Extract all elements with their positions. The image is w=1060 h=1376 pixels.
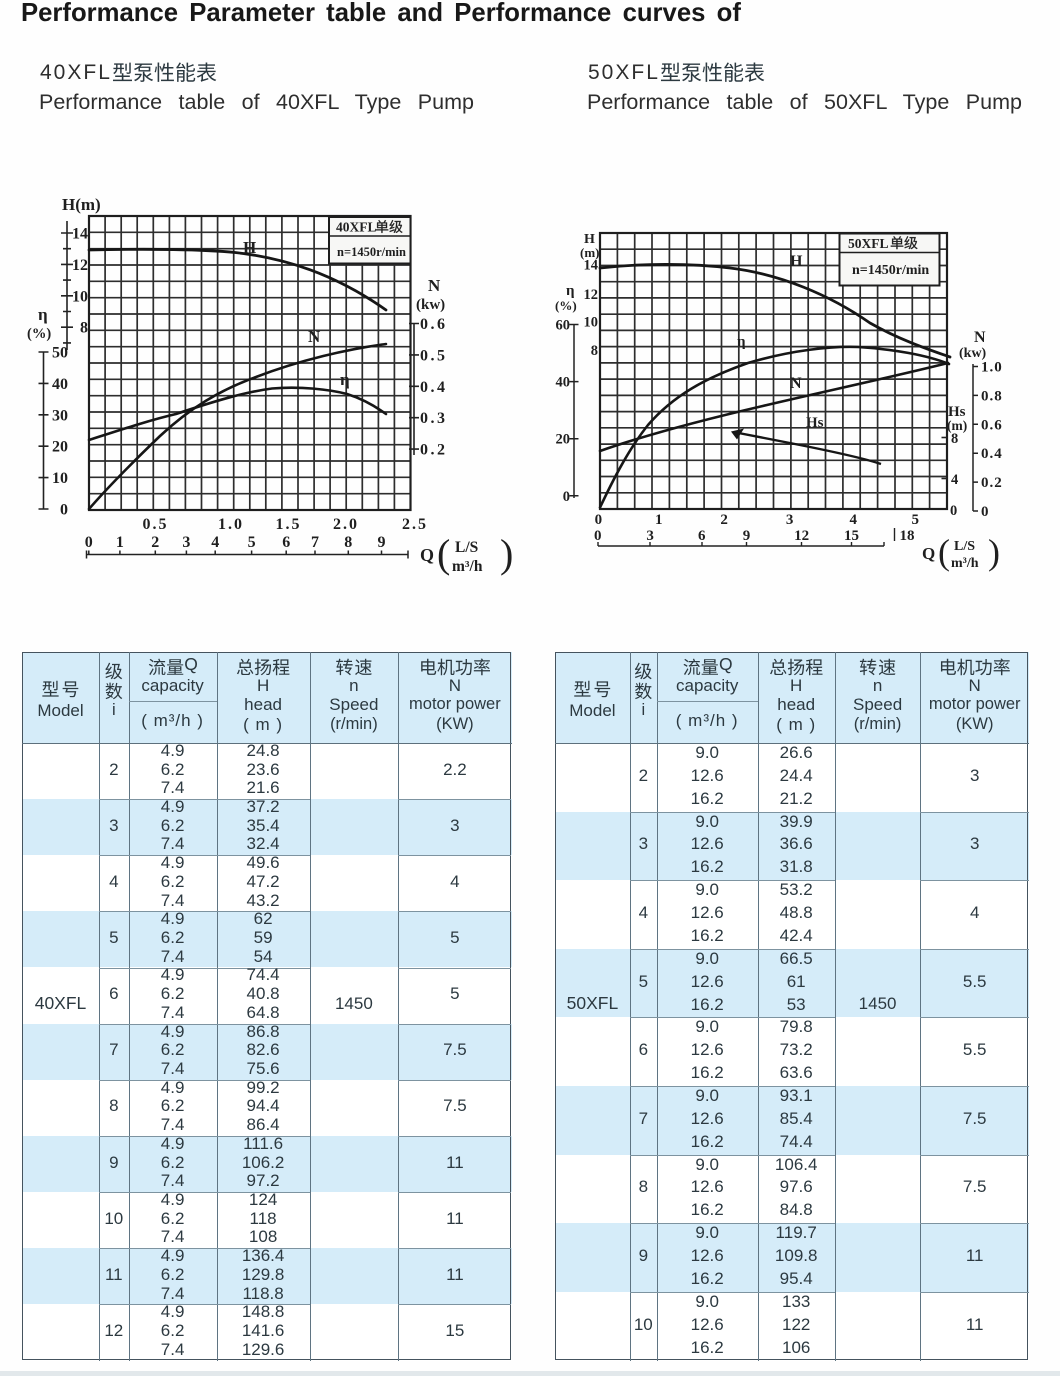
svg-text:50XFL: 50XFL	[848, 236, 889, 251]
svg-text:N: N	[790, 375, 802, 392]
svg-text:0.6: 0.6	[420, 316, 448, 333]
svg-text:6: 6	[282, 534, 290, 551]
svg-text:0.4: 0.4	[420, 379, 448, 396]
svg-text:η: η	[38, 305, 48, 324]
svg-text:N: N	[428, 276, 441, 295]
svg-text:0.6: 0.6	[981, 417, 1003, 433]
svg-text:3: 3	[786, 512, 794, 528]
svg-text:5: 5	[248, 534, 256, 551]
svg-text:H(m): H(m)	[62, 195, 101, 214]
svg-text:0: 0	[595, 512, 603, 528]
svg-text:η: η	[566, 283, 575, 299]
svg-text:4: 4	[850, 512, 858, 528]
svg-text:4: 4	[951, 472, 958, 488]
svg-text:m³/h: m³/h	[951, 556, 979, 571]
svg-text:0.8: 0.8	[981, 388, 1003, 404]
svg-text:9: 9	[378, 534, 386, 551]
svg-text:(m): (m)	[580, 245, 600, 260]
svg-text:η: η	[737, 334, 746, 350]
svg-text:L/S: L/S	[455, 539, 478, 556]
svg-text:N: N	[974, 329, 986, 346]
svg-text:14: 14	[584, 257, 599, 273]
svg-text:7: 7	[311, 534, 319, 551]
svg-text:(kw): (kw)	[959, 346, 987, 361]
svg-text:15: 15	[844, 528, 859, 544]
svg-text:0: 0	[85, 534, 93, 551]
svg-text:0: 0	[950, 503, 957, 519]
svg-text:10: 10	[584, 315, 599, 331]
svg-text:20: 20	[52, 439, 68, 456]
svg-text:0: 0	[594, 528, 602, 544]
svg-text:20: 20	[556, 432, 571, 448]
svg-text:N: N	[308, 327, 321, 346]
svg-text:8: 8	[80, 320, 88, 337]
svg-text:40: 40	[556, 375, 571, 391]
svg-text:2.5: 2.5	[402, 516, 428, 533]
svg-text:50: 50	[52, 345, 68, 362]
svg-text:(%): (%)	[555, 298, 577, 313]
svg-text:Q: Q	[922, 544, 935, 563]
svg-text:H: H	[584, 232, 595, 247]
svg-text:0: 0	[563, 489, 570, 505]
svg-text:n=1450r/min: n=1450r/min	[852, 263, 929, 278]
svg-text:n=1450r/min: n=1450r/min	[337, 245, 406, 259]
svg-text:(: (	[437, 531, 450, 576]
svg-text:6: 6	[698, 528, 706, 544]
svg-text:60: 60	[556, 318, 571, 334]
svg-text:1: 1	[116, 534, 124, 551]
svg-text:30: 30	[52, 407, 68, 424]
svg-text:4: 4	[211, 534, 219, 551]
svg-text:2: 2	[720, 512, 728, 528]
svg-text:18: 18	[900, 528, 915, 544]
svg-text:Q: Q	[420, 545, 434, 565]
svg-text:Hs: Hs	[948, 404, 966, 420]
svg-text:H: H	[243, 238, 256, 257]
svg-text:12: 12	[72, 257, 88, 274]
svg-text:L/S: L/S	[954, 539, 975, 554]
svg-text:40: 40	[52, 376, 68, 393]
svg-text:0.4: 0.4	[981, 446, 1003, 462]
svg-text:1.0: 1.0	[981, 360, 1003, 376]
svg-text:10: 10	[72, 288, 88, 305]
svg-text:0.2: 0.2	[981, 475, 1003, 491]
svg-text:8: 8	[591, 343, 598, 359]
svg-text:0: 0	[60, 502, 68, 519]
svg-text:5: 5	[912, 512, 920, 528]
svg-text:0: 0	[981, 504, 990, 520]
svg-text:0.5: 0.5	[420, 347, 448, 364]
svg-text:η: η	[340, 370, 350, 389]
svg-text:): )	[988, 532, 1000, 572]
svg-text:8: 8	[951, 431, 958, 447]
svg-text:1.0: 1.0	[218, 516, 244, 533]
svg-text:2.0: 2.0	[333, 516, 359, 533]
svg-text:(kw): (kw)	[416, 297, 445, 313]
svg-text:3: 3	[646, 528, 654, 544]
svg-text:2: 2	[151, 534, 159, 551]
svg-text:(: (	[938, 532, 950, 572]
svg-text:40XFL: 40XFL	[336, 220, 377, 235]
svg-text:): )	[500, 531, 513, 576]
svg-text:1.5: 1.5	[276, 516, 302, 533]
svg-text:9: 9	[743, 528, 751, 544]
svg-text:0.2: 0.2	[420, 442, 448, 459]
svg-text:(%): (%)	[27, 326, 51, 342]
svg-text:3: 3	[182, 534, 190, 551]
svg-text:10: 10	[52, 470, 68, 487]
svg-text:(m): (m)	[947, 418, 967, 433]
svg-text:Hs: Hs	[806, 415, 824, 431]
svg-text:8: 8	[344, 534, 352, 551]
svg-text:12: 12	[584, 287, 599, 303]
svg-text:0.3: 0.3	[420, 410, 448, 427]
svg-text:m³/h: m³/h	[452, 558, 483, 575]
svg-text:0.5: 0.5	[143, 516, 169, 533]
svg-text:12: 12	[794, 528, 809, 544]
svg-text:H: H	[790, 253, 803, 270]
svg-text:1: 1	[655, 512, 663, 528]
svg-text:14: 14	[72, 226, 88, 243]
